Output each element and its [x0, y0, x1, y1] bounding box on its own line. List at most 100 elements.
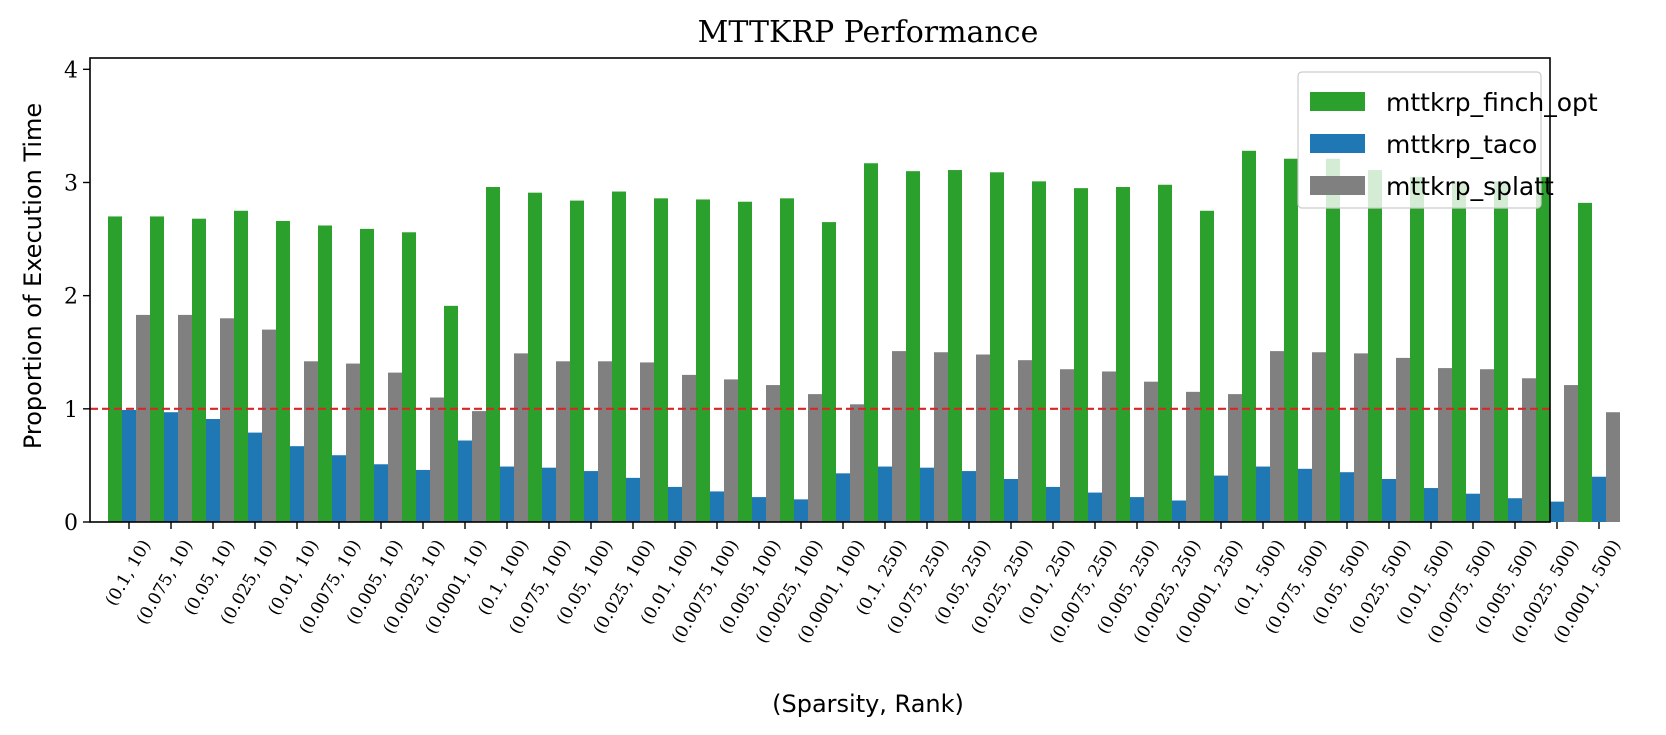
bar-mttkrp_finch_opt-8 — [444, 305, 458, 522]
bar-mttkrp_finch_opt-31 — [1410, 176, 1424, 522]
bar-mttkrp_taco-31 — [1424, 488, 1438, 522]
bar-mttkrp_taco-25 — [1172, 500, 1186, 522]
bar-mttkrp_splatt-19 — [934, 352, 948, 522]
bar-mttkrp_taco-3 — [248, 432, 262, 522]
legend-swatch-mttkrp_taco — [1310, 134, 1365, 153]
bar-mttkrp_splatt-7 — [430, 397, 444, 522]
bar-mttkrp_finch_opt-16 — [780, 198, 794, 522]
bar-mttkrp_taco-17 — [836, 473, 850, 522]
bar-mttkrp_finch_opt-7 — [402, 232, 416, 522]
bar-mttkrp_splatt-15 — [766, 385, 780, 522]
bar-mttkrp_splatt-21 — [1018, 360, 1032, 522]
bar-mttkrp_taco-20 — [962, 471, 976, 522]
axes-layer — [89, 57, 1551, 523]
bar-mttkrp_taco-15 — [752, 497, 766, 522]
bar-mttkrp_taco-14 — [710, 491, 724, 522]
bar-mttkrp_finch_opt-10 — [528, 192, 542, 523]
y-tick-label: 2 — [64, 285, 78, 310]
y-axis-label: Proportion of Execution Time — [19, 103, 47, 449]
bar-mttkrp_finch_opt-18 — [864, 163, 878, 522]
bar-mttkrp_finch_opt-0 — [108, 216, 122, 522]
bar-mttkrp_taco-26 — [1214, 475, 1228, 522]
legend-swatch-mttkrp_finch_opt — [1310, 92, 1365, 111]
bar-mttkrp_taco-0 — [122, 409, 136, 522]
bar-mttkrp_taco-32 — [1466, 493, 1480, 522]
bar-mttkrp_finch_opt-9 — [486, 187, 500, 522]
bar-mttkrp_finch_opt-24 — [1116, 187, 1130, 522]
bar-mttkrp_taco-29 — [1340, 472, 1354, 522]
bar-mttkrp_finch_opt-23 — [1074, 188, 1088, 522]
bar-mttkrp_taco-4 — [290, 446, 304, 522]
bar-mttkrp_taco-7 — [416, 469, 430, 522]
bar-mttkrp_taco-9 — [500, 466, 514, 522]
bar-mttkrp_taco-12 — [626, 477, 640, 522]
bar-mttkrp_taco-27 — [1256, 466, 1270, 522]
bar-mttkrp_splatt-18 — [892, 351, 906, 522]
bar-mttkrp_finch_opt-25 — [1158, 184, 1172, 522]
bar-mttkrp_taco-22 — [1046, 486, 1060, 522]
legend-label-mttkrp_taco: mttkrp_taco — [1386, 130, 1537, 159]
bar-mttkrp_splatt-22 — [1060, 369, 1074, 522]
bar-mttkrp_taco-13 — [668, 486, 682, 522]
bar-mttkrp_finch_opt-14 — [696, 199, 710, 522]
bar-mttkrp_finch_opt-35 — [1578, 202, 1592, 523]
bar-mttkrp_finch_opt-32 — [1452, 181, 1466, 523]
bar-mttkrp_finch_opt-3 — [234, 210, 248, 522]
bar-mttkrp_splatt-35 — [1606, 412, 1620, 522]
bar-mttkrp_splatt-33 — [1522, 378, 1536, 522]
bar-mttkrp_splatt-30 — [1396, 357, 1410, 522]
legend-swatch-mttkrp_splatt — [1310, 176, 1365, 195]
bar-mttkrp_taco-24 — [1130, 497, 1144, 522]
bar-mttkrp_finch_opt-6 — [360, 228, 374, 522]
bar-mttkrp_splatt-10 — [556, 361, 570, 522]
bar-mttkrp_taco-10 — [542, 467, 556, 522]
bar-mttkrp_splatt-24 — [1144, 381, 1158, 522]
bar-mttkrp_taco-23 — [1088, 492, 1102, 522]
bar-mttkrp_finch_opt-12 — [612, 191, 626, 523]
bar-mttkrp_splatt-25 — [1186, 391, 1200, 522]
bar-mttkrp_taco-6 — [374, 464, 388, 522]
chart-title: MTTKRP Performance — [698, 15, 1039, 50]
bar-mttkrp_taco-2 — [206, 419, 220, 522]
bar-mttkrp_finch_opt-27 — [1242, 150, 1256, 523]
bar-mttkrp_splatt-1 — [178, 314, 192, 522]
bar-mttkrp_splatt-6 — [388, 372, 402, 522]
y-tick-label: 1 — [64, 398, 78, 423]
bar-mttkrp_splatt-9 — [514, 353, 528, 522]
bar-mttkrp_splatt-34 — [1564, 385, 1578, 522]
bar-mttkrp_finch_opt-26 — [1200, 210, 1214, 522]
bar-mttkrp_splatt-0 — [136, 314, 150, 522]
bars-layer — [108, 150, 1620, 523]
bar-mttkrp_splatt-32 — [1480, 369, 1494, 522]
bar-mttkrp_splatt-4 — [304, 361, 318, 522]
bar-mttkrp_finch_opt-21 — [990, 172, 1004, 523]
bar-mttkrp_finch_opt-2 — [192, 218, 206, 522]
bar-mttkrp_splatt-11 — [598, 361, 612, 522]
bar-mttkrp_finch_opt-11 — [570, 200, 584, 522]
bar-mttkrp_splatt-12 — [640, 362, 654, 522]
bar-mttkrp_taco-28 — [1298, 468, 1312, 522]
bar-mttkrp_taco-8 — [458, 440, 472, 522]
bar-mttkrp_splatt-5 — [346, 363, 360, 522]
bar-mttkrp_splatt-16 — [808, 394, 822, 522]
bar-mttkrp_taco-16 — [794, 499, 808, 522]
bar-mttkrp_finch_opt-4 — [276, 220, 290, 522]
bar-mttkrp_splatt-23 — [1102, 371, 1116, 522]
bar-mttkrp_splatt-8 — [472, 411, 486, 522]
bar-mttkrp_finch_opt-22 — [1032, 181, 1046, 523]
bar-mttkrp_finch_opt-34 — [1536, 176, 1550, 522]
bar-mttkrp_taco-5 — [332, 455, 346, 522]
y-tick-label: 0 — [64, 511, 78, 536]
bar-mttkrp_splatt-29 — [1354, 353, 1368, 522]
bar-mttkrp_splatt-20 — [976, 354, 990, 522]
bar-mttkrp_taco-19 — [920, 467, 934, 522]
plot-frame — [89, 57, 1551, 523]
bar-mttkrp_splatt-26 — [1228, 394, 1242, 522]
bar-mttkrp_splatt-2 — [220, 318, 234, 522]
legend-label-mttkrp_splatt: mttkrp_splatt — [1386, 172, 1554, 201]
legend: mttkrp_finch_opt mttkrp_taco mttkrp_splatt — [1297, 71, 1598, 209]
bar-mttkrp_finch_opt-1 — [150, 216, 164, 522]
bar-mttkrp_finch_opt-15 — [738, 201, 752, 523]
